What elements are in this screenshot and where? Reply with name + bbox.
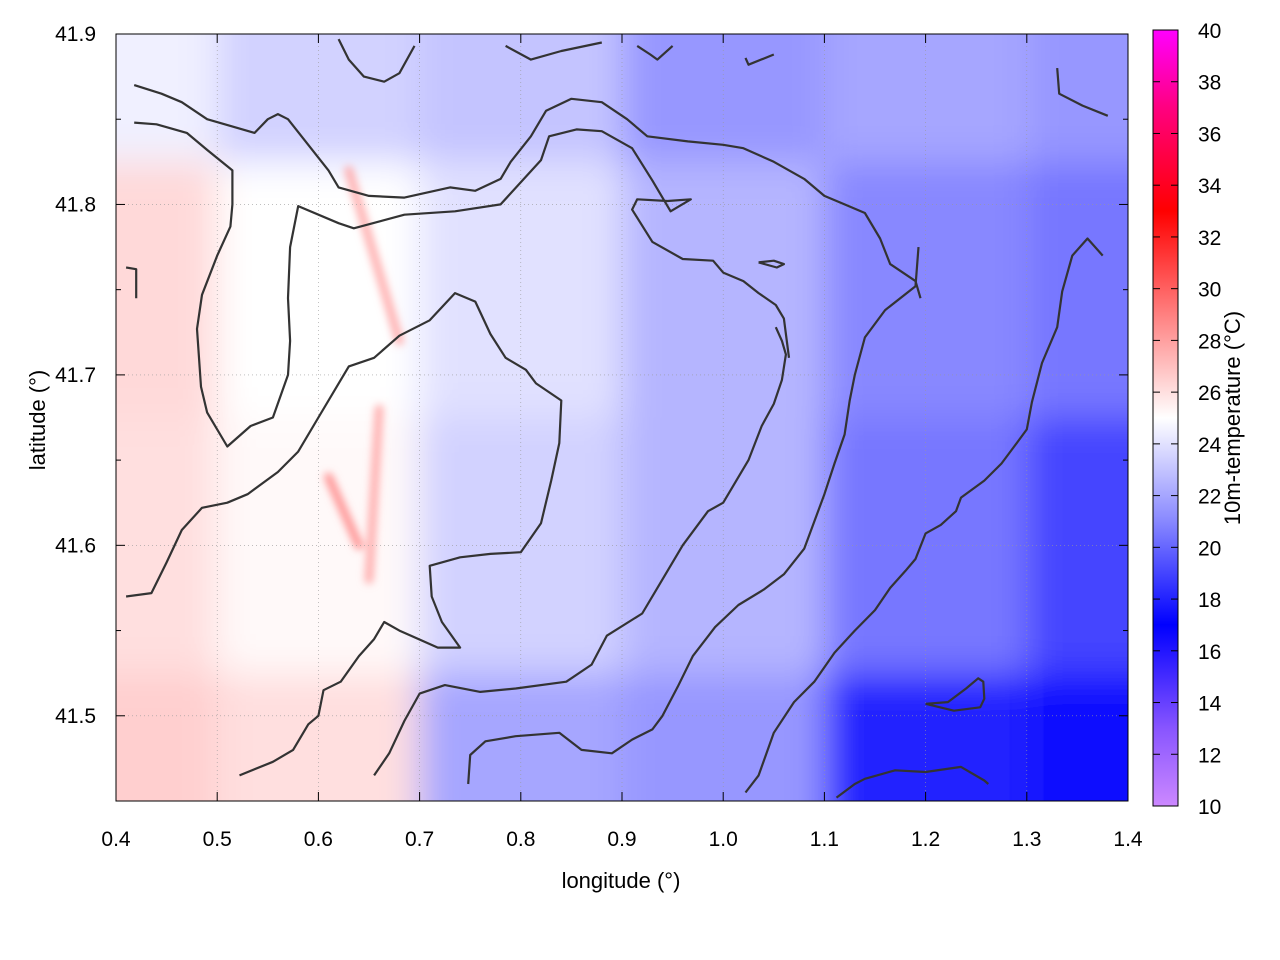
x-tick-label: 0.9 <box>607 828 636 851</box>
colorbar-tick-label: 40 <box>1198 20 1221 43</box>
field-cell <box>217 161 420 418</box>
colorbar-tick-label: 22 <box>1198 486 1221 509</box>
x-tick-label: 1.2 <box>911 828 940 851</box>
colorbar-tick-label: 16 <box>1198 641 1221 664</box>
x-tick-label: 0.6 <box>304 828 333 851</box>
field-cell <box>116 673 218 801</box>
x-axis-label: longitude (°) <box>562 868 681 893</box>
field-cell <box>116 34 218 162</box>
temperature-field <box>116 34 1128 801</box>
colorbar-tick-label: 30 <box>1198 279 1221 302</box>
colorbar-tick-label: 14 <box>1198 693 1222 716</box>
warm-streak <box>324 472 364 550</box>
contour-line <box>134 121 791 448</box>
x-axis: 0.4 0.5 0.6 0.7 0.8 0.9 1.0 1.1 1.2 1.3 1.4 <box>101 34 1143 851</box>
colorbar-tick-label: 38 <box>1198 72 1221 95</box>
field-cell <box>1026 673 1128 801</box>
grid <box>116 34 1128 801</box>
y-axis: 41.5 41.6 41.7 41.8 41.9 <box>55 23 1128 728</box>
x-tick-label: 0.4 <box>101 828 131 851</box>
x-tick-label: 1.1 <box>810 828 839 851</box>
contour-line <box>373 326 787 777</box>
field-cell <box>824 34 1027 162</box>
colorbar-tick-label: 28 <box>1198 330 1221 353</box>
y-tick-label: 41.5 <box>55 705 96 728</box>
x-tick-label: 1.4 <box>1113 828 1143 851</box>
contour-lines <box>125 38 1109 799</box>
contour-line <box>835 765 990 799</box>
x-tick-label: 0.8 <box>506 828 535 851</box>
contour-line <box>744 237 1104 794</box>
contour-line <box>337 38 416 83</box>
contour-line <box>925 677 986 712</box>
contour-line <box>467 247 920 785</box>
field-cell <box>217 34 420 162</box>
colorbar-tick-label: 26 <box>1198 382 1221 405</box>
colorbar-tick-label: 32 <box>1198 227 1221 250</box>
x-tick-label: 1.3 <box>1012 828 1041 851</box>
colorbar-tick-label: 10 <box>1198 796 1221 819</box>
contour-line <box>505 41 603 61</box>
contour-line <box>133 84 922 299</box>
colorbar-tick-label: 18 <box>1198 589 1221 612</box>
x-tick-label: 0.5 <box>203 828 232 851</box>
contour-line <box>1056 68 1109 117</box>
warm-streak <box>364 404 384 584</box>
field-cell <box>622 34 825 162</box>
contour-line <box>758 259 785 269</box>
field-cell <box>1026 417 1128 674</box>
field-cell <box>419 161 622 418</box>
y-tick-label: 41.8 <box>55 193 96 216</box>
contour-line <box>636 44 674 61</box>
x-tick-label: 0.7 <box>405 828 434 851</box>
colorbar-tick-label: 20 <box>1198 537 1221 560</box>
field-cell <box>1026 34 1128 162</box>
y-axis-label: latitude (°) <box>25 370 50 471</box>
field-cell <box>419 34 622 162</box>
y-tick-label: 41.6 <box>55 534 96 557</box>
contour-line <box>125 266 138 299</box>
field-cell <box>1026 161 1128 418</box>
colorbar <box>1152 29 1179 807</box>
colorbar-tick-label: 12 <box>1198 744 1221 767</box>
colorbar-tick-label: 34 <box>1198 175 1222 198</box>
x-tick-label: 1.0 <box>709 828 738 851</box>
y-tick-label: 41.7 <box>55 364 96 387</box>
contour-line <box>744 53 775 66</box>
contour-line <box>125 292 563 777</box>
warm-streak <box>344 165 404 346</box>
colorbar-axis: 10 12 14 16 18 20 22 24 26 28 30 32 34 36 38 40 <box>1153 20 1222 819</box>
colorbar-label: 10m-temperature (°C) <box>1220 311 1245 525</box>
y-tick-label: 41.9 <box>55 23 96 46</box>
colorbar-tick-label: 36 <box>1198 123 1221 146</box>
colorbar-tick-label: 24 <box>1198 434 1222 457</box>
